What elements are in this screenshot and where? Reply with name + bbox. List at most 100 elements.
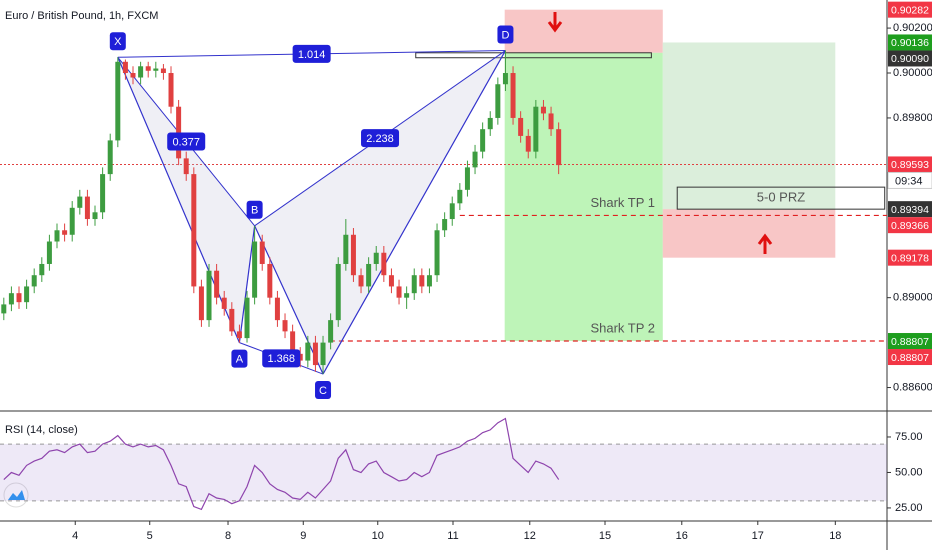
price-badge: [888, 217, 932, 234]
candle-body: [84, 196, 90, 220]
price-badge-label: 0.89178: [891, 252, 929, 264]
candle-body: [214, 270, 220, 298]
x-tick-label: 8: [225, 530, 231, 542]
candle-body: [442, 219, 448, 231]
candle-body: [46, 241, 52, 264]
candle-body: [335, 263, 341, 321]
candle-body: [282, 320, 288, 332]
rsi-y-tick-label: 50.00: [895, 466, 923, 478]
x-tick-label: 15: [599, 530, 611, 542]
candle-body: [518, 117, 524, 136]
price-badge: [888, 201, 932, 218]
candle-body: [472, 151, 478, 168]
pattern-leg: [254, 225, 324, 375]
candle-body: [54, 230, 60, 242]
candle-body: [168, 73, 174, 107]
zone: [662, 209, 836, 258]
ratio-label: 2.238: [366, 133, 394, 145]
x-tick-label: 16: [676, 530, 688, 542]
candle-body: [373, 252, 379, 264]
candle-body: [31, 275, 37, 287]
candle-body: [39, 263, 45, 276]
candle-body: [160, 68, 166, 74]
arrow-up: [757, 233, 773, 254]
rsi-y-tick-label: 25.00: [895, 502, 923, 514]
pattern-leg: [238, 225, 256, 343]
x-tick-label: 12: [524, 530, 536, 542]
candle-body: [457, 189, 463, 204]
x-tick-label: 5: [147, 530, 153, 542]
candle-body: [290, 331, 296, 354]
rsi-line: [3, 417, 560, 511]
candle-body: [487, 117, 493, 130]
price-badge: [888, 50, 932, 67]
x-tick-label: 9: [300, 530, 306, 542]
chart-title: Euro / British Pound, 1h, FXCM: [5, 10, 158, 22]
arrow-down: [547, 12, 563, 33]
pattern-point-box: [231, 349, 248, 368]
x-tick-label: 11: [447, 530, 458, 542]
price-badge: [888, 249, 932, 266]
pattern-point-label: B: [251, 205, 258, 217]
candle-body: [358, 275, 364, 287]
price-badge: [888, 349, 932, 366]
candle-body: [62, 230, 68, 235]
pattern-point-box: [246, 200, 263, 219]
pattern-point-label: C: [319, 385, 327, 397]
candle-body: [92, 212, 98, 220]
candle-body: [252, 241, 258, 298]
candle-body: [274, 297, 280, 321]
candle-body: [221, 297, 227, 309]
price-badge: [888, 156, 932, 173]
zone: [662, 42, 836, 210]
candle-body: [320, 342, 326, 366]
x-tick-label: 18: [829, 530, 841, 542]
candle-body: [244, 297, 250, 339]
price-badge-label: 0.89366: [891, 220, 929, 232]
candle-body: [122, 61, 128, 74]
price-badge-label: 0.90136: [891, 37, 929, 49]
candle-body: [138, 66, 144, 78]
zone: [504, 52, 663, 342]
y-tick-label: 0.88600: [893, 381, 932, 393]
candle-body: [236, 331, 242, 339]
plot: X A B C D 1.014 0.377 2.238 1.368: [1, 25, 562, 400]
x-tick-label: 4: [72, 530, 78, 542]
candle-body: [434, 230, 440, 276]
ratio-box: [262, 349, 301, 368]
candle-body: [115, 61, 121, 141]
candle-body: [206, 270, 212, 321]
candle-body: [145, 66, 151, 71]
ratio-label: 0.377: [172, 136, 200, 148]
level-label: Shark TP 1: [590, 195, 655, 210]
candle-body: [350, 234, 356, 276]
zones: Shark TP 1 Shark TP 2 5-0 PRZ: [0, 9, 887, 342]
candle-body: [328, 320, 334, 343]
price-badge-label: 0.90282: [891, 4, 929, 16]
y-tick-label: 0.89000: [893, 292, 932, 304]
pattern-point-box: [315, 381, 332, 400]
level-label: Shark TP 2: [590, 320, 655, 335]
candle-body: [1, 304, 7, 314]
candle-body: [198, 286, 204, 321]
candle-body: [388, 275, 394, 287]
candle-body: [540, 106, 546, 114]
candle-body: [502, 73, 508, 85]
ratio-label: 1.368: [267, 353, 295, 365]
candle-body: [366, 263, 372, 287]
pattern-fill: [254, 50, 506, 375]
candle-body: [191, 174, 197, 287]
ratio-label: 1.014: [298, 49, 326, 61]
countdown-badge: [887, 171, 932, 189]
candle-body: [411, 275, 417, 294]
candle-body: [77, 196, 83, 208]
logo-mark: [8, 490, 25, 500]
countdown-label: 09:34: [895, 175, 923, 187]
candle-body: [130, 73, 136, 78]
price-badge-label: 0.88807: [891, 352, 929, 364]
candle-body: [525, 135, 531, 152]
pattern-point-label: D: [501, 29, 509, 41]
pattern-point-label: A: [236, 354, 244, 366]
candle-body: [556, 129, 562, 166]
